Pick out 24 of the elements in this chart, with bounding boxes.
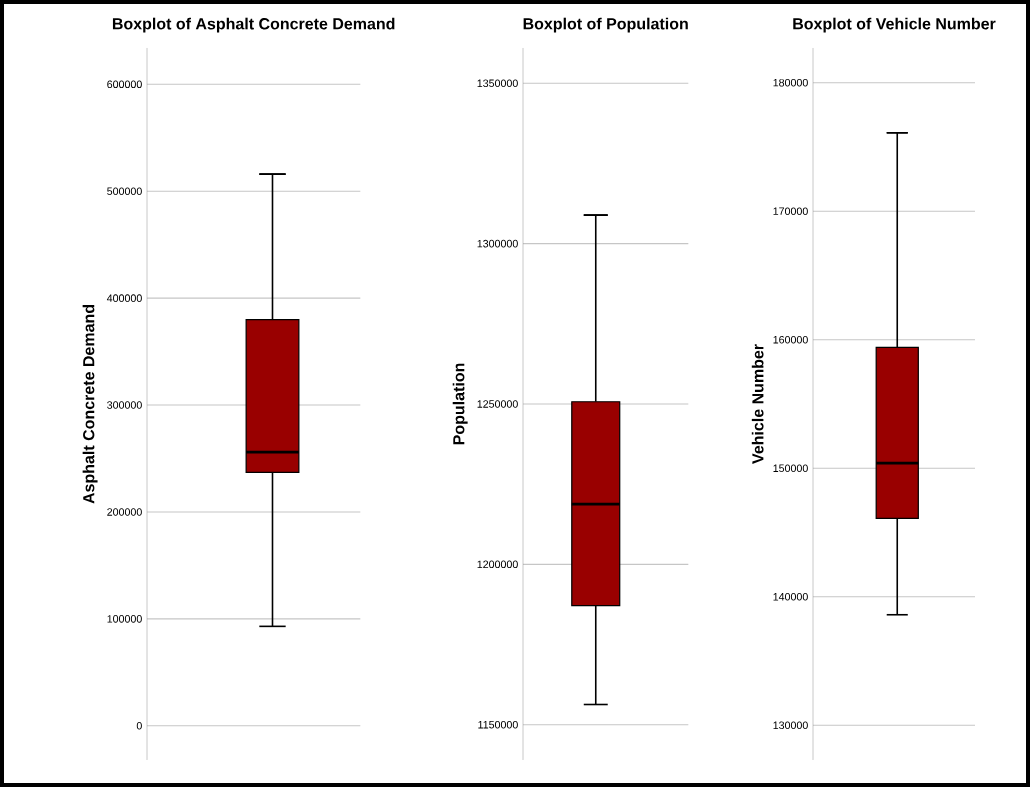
y-axis-title: Population	[452, 363, 468, 445]
chart-title: Boxplot of Vehicle Number	[793, 17, 996, 33]
y-tick-label: 150000	[773, 464, 808, 473]
y-axis-title: Asphalt Concrete Demand	[82, 305, 98, 504]
y-tick-label: 500000	[107, 187, 142, 196]
y-tick-label: 400000	[106, 294, 142, 302]
y-tick-label: 100000	[107, 615, 142, 623]
y-tick-label: 300000	[107, 401, 142, 409]
y-tick-label: 0	[136, 722, 142, 730]
chart-title: Boxplot of Asphalt Concrete Demand	[112, 17, 395, 33]
y-tick-label: 200000	[107, 508, 142, 516]
y-tick-label: 1250000	[477, 400, 518, 408]
y-tick-label: 160000	[773, 335, 808, 344]
y-tick-label: 130000	[773, 721, 808, 730]
y-tick-label: 1150000	[478, 720, 518, 729]
y-tick-label: 1350000	[477, 79, 518, 88]
y-tick-label: 600000	[107, 80, 142, 89]
y-tick-label: 1300000	[477, 239, 518, 248]
chart-title: Boxplot of Population	[523, 17, 688, 33]
y-tick-label: 180000	[773, 78, 808, 87]
y-tick-label: 1200000	[477, 560, 518, 569]
y-axis-title: Vehicle Number	[751, 344, 764, 464]
y-tick-label: 140000	[773, 592, 808, 601]
y-tick-label: 170000	[773, 207, 808, 215]
